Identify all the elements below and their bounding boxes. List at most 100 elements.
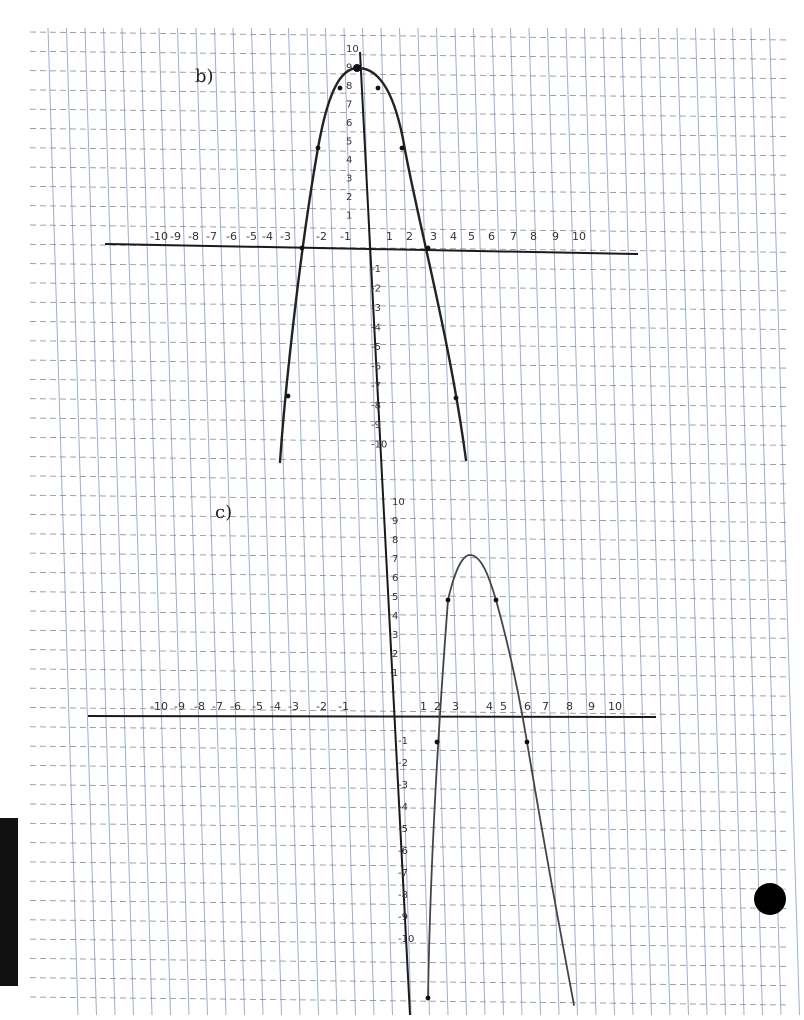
grid-vertical-line	[177, 27, 208, 1016]
grid-horizontal-line	[29, 765, 791, 774]
graph-c-x-tick-label: 8	[566, 700, 573, 713]
graph-b-x-tick-label: 3	[430, 230, 437, 243]
graph-c-y-tick-label: 7	[392, 554, 398, 565]
graph-b-point	[375, 85, 381, 91]
grid-horizontal-line	[29, 436, 791, 446]
graph-b-y-tick-label: 10	[346, 44, 359, 55]
grid-horizontal-line	[29, 880, 791, 890]
grid-horizontal-line	[29, 552, 791, 562]
graph-b-x-tick-label: 10	[572, 230, 586, 243]
grid-horizontal-line	[29, 50, 791, 60]
graph-b-x-tick-label: -7	[206, 230, 217, 243]
grid-horizontal-line	[29, 726, 791, 736]
grid-horizontal-line	[29, 340, 791, 350]
grid-horizontal-line	[29, 70, 791, 79]
grid-vertical-line	[103, 27, 134, 1016]
graph-b-x-tick-label: -2	[316, 230, 327, 243]
grid-horizontal-line	[29, 649, 791, 658]
graph-b-x-tick-label: 6	[488, 230, 495, 243]
graph-b-x-tick-label: -5	[246, 230, 257, 243]
graph-c-y-tick-label: 3	[392, 630, 398, 641]
graph-c-point	[524, 739, 530, 745]
grid-vertical-line	[510, 27, 541, 1016]
graph-c-parabola	[427, 554, 575, 1006]
graph-c-y-tick-label: -4	[398, 802, 408, 813]
grid-horizontal-line	[29, 629, 791, 639]
grid-vertical-line	[380, 27, 412, 1016]
graph-c-x-tick-label: -5	[252, 700, 263, 713]
graph-b-y-tick-label: 6	[346, 118, 352, 129]
grid-horizontal-line	[29, 263, 791, 272]
binder-hole-mark	[754, 883, 786, 915]
graph-b-y-tick-label: -4	[371, 323, 381, 334]
grid-vertical-line	[732, 27, 763, 1016]
graph-c-y-tick-label: 10	[392, 497, 405, 508]
graph-c-x-tick-label: 6	[524, 700, 531, 713]
graph-b-x-tick-label: 2	[406, 230, 413, 243]
grid-horizontal-line	[29, 89, 791, 99]
grid-horizontal-line	[29, 707, 791, 716]
graph-c-y-tick-label: -6	[398, 846, 408, 857]
grid-vertical-line	[454, 27, 486, 1016]
grid-vertical-line	[140, 27, 171, 1016]
graph-c-y-tick-label: 2	[392, 649, 398, 660]
grid-horizontal-line	[29, 282, 791, 292]
grid-horizontal-line	[29, 842, 791, 851]
graph-c-x-tick-label: 5	[500, 700, 507, 713]
graph-c-x-tick-label: 9	[588, 700, 595, 713]
graph-b-y-tick-label: 5	[346, 137, 352, 148]
grid-vertical-line	[436, 27, 467, 1016]
graph-b-x-tick-label: -9	[170, 230, 181, 243]
grid-vertical-line	[602, 27, 634, 1016]
grid-horizontal-line	[29, 919, 791, 929]
graph-b-point	[299, 245, 305, 251]
graph-b-y-tick-label: -1	[371, 264, 381, 275]
graph-b-y-axis	[359, 51, 411, 1016]
graph-c-y-tick-label: -7	[398, 868, 408, 879]
grid-horizontal-line	[29, 475, 791, 485]
graph-c-point	[493, 597, 499, 603]
graph-b-point	[337, 85, 343, 91]
graph-c-x-tick-label: -4	[270, 700, 281, 713]
graph-c-y-tick-label: -8	[398, 890, 408, 901]
grid-vertical-line	[399, 27, 430, 1016]
grid-horizontal-line	[29, 147, 791, 157]
graph-c-x-axis	[87, 715, 657, 718]
graph-b-y-tick-label: -7	[371, 381, 381, 392]
part-b-label: b)	[195, 66, 214, 87]
grid-vertical-line	[232, 27, 264, 1016]
grid-horizontal-line	[29, 379, 791, 388]
graph-c-x-tick-label: -10	[150, 700, 168, 713]
graph-c-x-tick-label: 10	[608, 700, 622, 713]
graph-c-y-tick-label: 1	[392, 668, 398, 679]
graph-c-y-tick-label: -1	[398, 736, 408, 747]
graph-b-x-tick-label: 8	[530, 230, 537, 243]
graph-c-x-tick-label: -6	[230, 700, 241, 713]
grid-horizontal-line	[29, 572, 791, 581]
graph-b-y-tick-label: -6	[371, 362, 381, 373]
grid-vertical-line	[214, 27, 245, 1016]
grid-vertical-line	[325, 27, 356, 1016]
grid-horizontal-line	[29, 822, 791, 832]
graph-b-y-tick-label: -5	[371, 342, 381, 353]
grid-vertical-line	[565, 27, 597, 1016]
graph-b-x-tick-label: -3	[280, 230, 291, 243]
graph-b-x-tick-label: 7	[510, 230, 517, 243]
graph-c-point	[425, 995, 431, 1001]
graph-c-y-tick-label: 6	[392, 573, 398, 584]
graph-b-y-tick-label: 9	[346, 63, 352, 74]
graph-b-y-tick-label: 3	[346, 174, 352, 185]
grid-horizontal-line	[29, 668, 791, 678]
grid-horizontal-line	[29, 456, 791, 465]
graph-c-y-tick-label: 9	[392, 516, 398, 527]
grid-horizontal-line	[29, 321, 791, 330]
grid-vertical-line	[491, 27, 523, 1016]
grid-vertical-line	[66, 27, 97, 1016]
grid-horizontal-line	[29, 243, 791, 253]
graph-b-x-tick-label: 1	[386, 230, 393, 243]
grid-horizontal-line	[29, 803, 791, 813]
grid-horizontal-line	[29, 784, 791, 794]
graph-b-y-tick-label: 4	[346, 155, 352, 166]
grid-horizontal-line	[29, 128, 791, 137]
